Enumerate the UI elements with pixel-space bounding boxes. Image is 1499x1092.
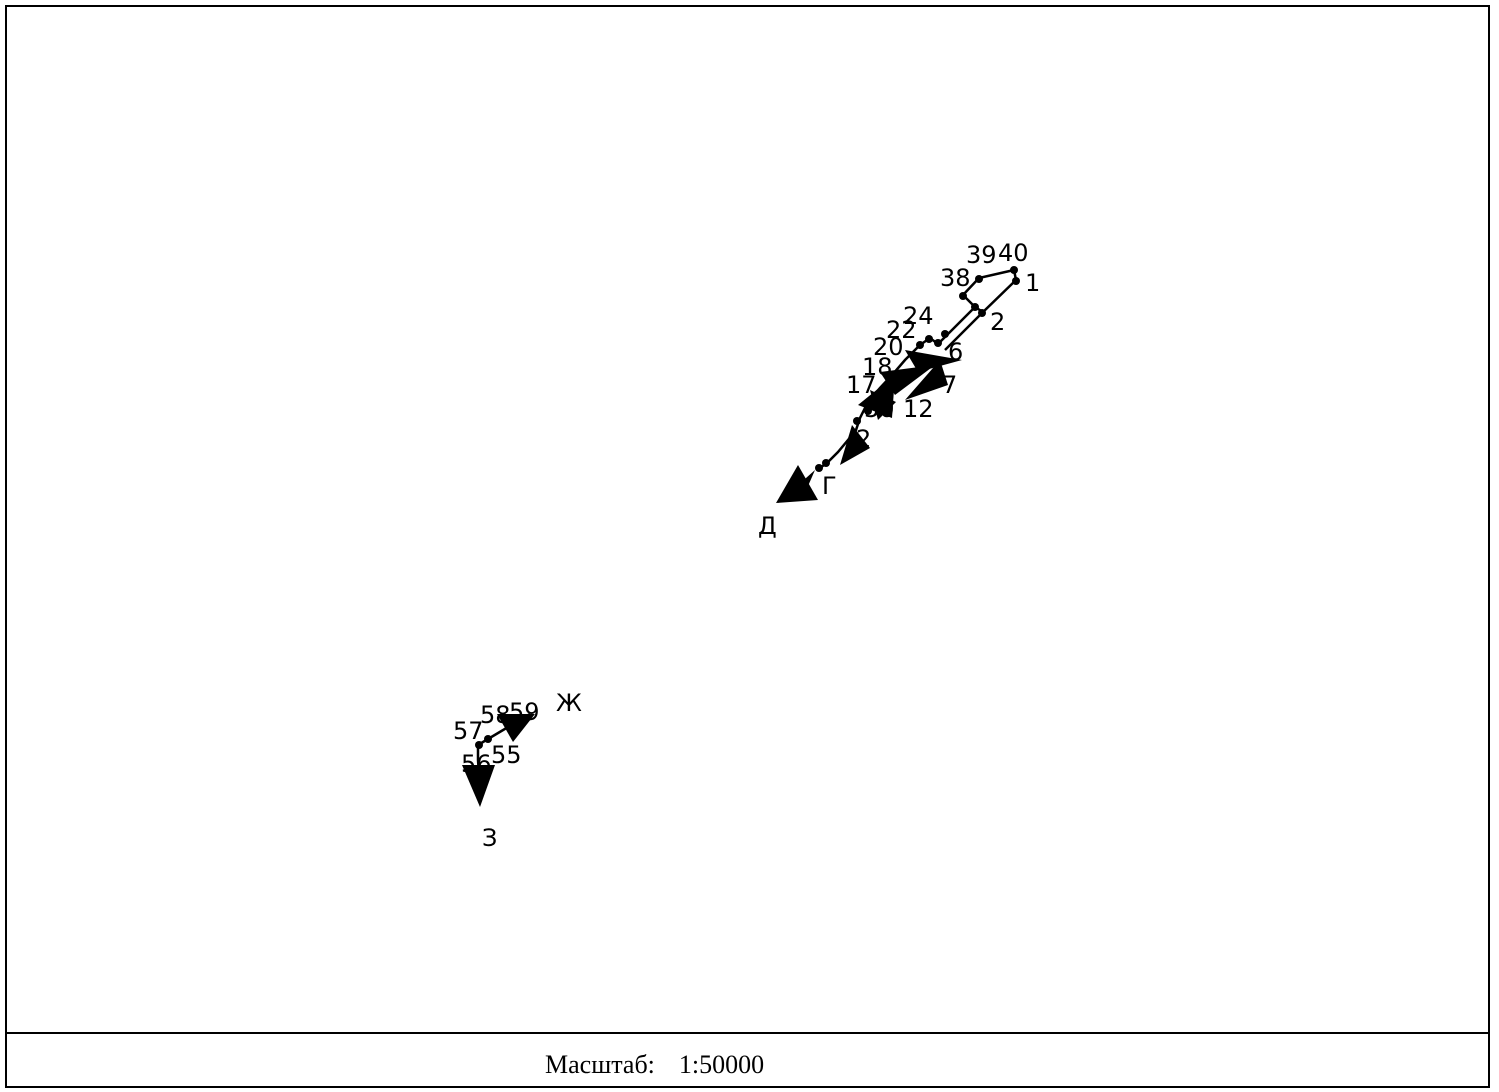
point-label-58: 58 [480,701,511,729]
point-label-22: 22 [886,316,917,344]
contour-south-vertices [475,723,514,749]
footer-divider [5,1032,1490,1034]
point-label-7: 7 [942,371,957,399]
point-label-55: 55 [491,741,522,769]
point-label-56: 56 [461,750,492,778]
corner-label-zh: Ж [556,689,582,717]
contour-north-vertices [815,266,1020,472]
scale-value: 1:50000 [678,1050,765,1079]
point-label-17: 17 [846,371,877,399]
point-label-partial-lower: 2 [856,425,871,453]
point-label-20: 20 [873,333,904,361]
point-label-59: 59 [509,698,540,726]
point-label-24: 24 [903,302,934,330]
point-label-1: 1 [1025,269,1040,297]
point-label-18: 18 [862,353,893,381]
map-frame [5,5,1490,1088]
corner-label-g: Г [822,472,837,500]
point-label-39: 39 [966,241,997,269]
point-label-40: 40 [998,239,1029,267]
point-label-2: 2 [990,308,1005,336]
corner-label-d: Д [758,512,777,540]
point-label-12: 12 [903,395,934,423]
contour-north-arrows [776,350,962,503]
point-label-38: 38 [940,264,971,292]
scale-label: Масштаб: [545,1050,655,1079]
corner-label-z: З [482,824,497,852]
point-label-57: 57 [453,717,484,745]
point-label-6: 6 [948,338,963,366]
map-canvas: 1 2 6 7 12 30 17 18 20 22 24 38 39 40 2 … [453,239,1040,852]
scale-bar: Масштаб: 1:50000 [545,1050,764,1080]
contour-south-arrows [462,714,535,807]
point-label-partial: 30 [864,395,895,423]
